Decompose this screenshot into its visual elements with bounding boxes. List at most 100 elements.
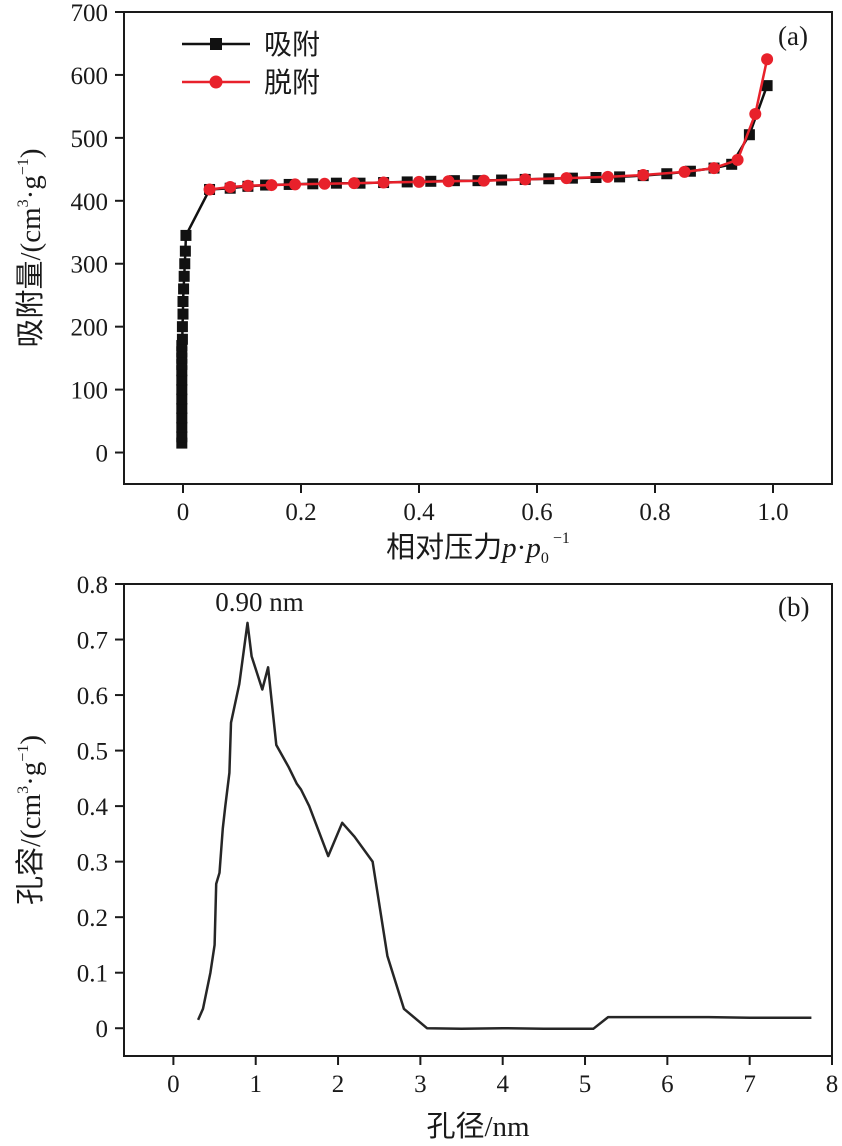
panel-a-x-tick-label: 0.8 xyxy=(639,499,670,526)
panel-a-point-adsorption xyxy=(176,402,188,414)
panel-b-y-axis-title: 孔容/(cm3·g−1) xyxy=(14,735,47,905)
panel-a-point-desorption xyxy=(241,179,254,192)
panel-a-point-adsorption xyxy=(178,283,190,295)
y-title-mid: ·g xyxy=(15,762,47,786)
panel-a-point-desorption xyxy=(413,175,425,188)
panel-a-point-adsorption xyxy=(176,421,188,433)
panel-a-point-adsorption xyxy=(176,346,188,358)
panel-a-point-adsorption xyxy=(726,158,738,170)
panel-a-y-tick-label: 700 xyxy=(71,0,109,27)
panel-a-x-tick-label: 0 xyxy=(177,499,190,526)
panel-a-x-tick-label: 0.2 xyxy=(285,499,316,526)
panel-b-x-tick-label: 2 xyxy=(332,1071,345,1098)
panel-a-x-tick-label: 1.0 xyxy=(757,499,788,526)
panel-b-x-tick-label: 4 xyxy=(496,1071,509,1098)
panel-a-point-desorption xyxy=(519,173,532,186)
panel-a-series-line-0 xyxy=(180,85,769,444)
panel-a-point-adsorption xyxy=(761,80,773,92)
panel-a-point-adsorption xyxy=(176,393,188,405)
pore-size-distribution-panel: 0 1 2 3 4 5 6 7 8 0 0.1 0.2 0.3 0.4 0.5 0.6 0.7 0.8 (b) 0… xyxy=(14,572,838,1143)
panel-a-point-adsorption xyxy=(176,365,188,377)
panel-b-x-tick-label: 8 xyxy=(826,1071,839,1098)
panel-a-point-desorption xyxy=(637,168,650,181)
y-title-end: ) xyxy=(15,148,47,158)
panel-a-point-adsorption xyxy=(176,352,188,364)
panel-a-y-tick-label: 200 xyxy=(71,315,109,342)
panel-b-x-tick-label: 1 xyxy=(249,1071,262,1098)
panel-a-point-desorption xyxy=(678,165,691,178)
panel-a-point-adsorption xyxy=(176,431,188,443)
panel-b-x-tick-label: 3 xyxy=(414,1071,427,1098)
panel-a-point-adsorption xyxy=(176,321,188,333)
y-title-end: ) xyxy=(15,735,47,745)
panel-a-point-desorption xyxy=(601,170,614,183)
panel-b-y-tick-label: 0.1 xyxy=(77,961,108,988)
panel-b-y-tick-label: 0.3 xyxy=(77,850,108,877)
panel-a-point-adsorption xyxy=(176,358,188,370)
panel-b-x-tick-label: 5 xyxy=(579,1071,592,1098)
panel-a-point-desorption xyxy=(477,174,490,187)
panel-a-point-desorption xyxy=(749,107,762,120)
panel-a-point-adsorption xyxy=(178,270,190,282)
y-title-main: 吸附量/(cm xyxy=(14,207,47,348)
panel-a-point-desorption xyxy=(761,53,774,66)
panel-a-y-tick-label: 300 xyxy=(71,252,109,279)
panel-b-y-tick-label: 0 xyxy=(96,1016,109,1043)
panel-b-y-tick-label: 0.6 xyxy=(77,683,108,710)
panel-b-y-tick-label: 0.4 xyxy=(77,794,109,821)
panel-a-point-desorption xyxy=(348,177,361,190)
adsorption-isotherm-panel: 0 0.2 0.4 0.6 0.8 1.0 0 100 200 300 400 500 600 700 (… xyxy=(14,0,833,567)
y-title-sup-minus1: −1 xyxy=(15,745,32,762)
panel-b-label: (b) xyxy=(778,592,809,622)
panel-b-series xyxy=(196,621,812,1031)
panel-b-y-tick-label: 0.5 xyxy=(77,739,108,766)
panel-a-point-desorption xyxy=(203,183,216,196)
x-title-subscript: 0 xyxy=(541,550,549,567)
panel-a-point-adsorption xyxy=(176,340,188,352)
panel-b-x-tick-label: 6 xyxy=(661,1071,674,1098)
panel-a-point-desorption xyxy=(442,175,455,188)
x-title-superscript: −1 xyxy=(553,530,570,547)
panel-a-point-adsorption xyxy=(179,258,191,270)
panel-a-point-adsorption xyxy=(176,333,188,345)
panel-a-y-tick-label: 500 xyxy=(71,126,109,153)
x-title-dot: · xyxy=(517,532,527,564)
x-title-symbol-p: p xyxy=(500,532,517,564)
panel-a-point-adsorption xyxy=(177,295,189,307)
legend-marker-desorption xyxy=(209,75,223,89)
panel-a-legend: 吸附 脱附 xyxy=(182,29,320,99)
panel-a-point-adsorption xyxy=(179,245,191,257)
x-title-symbol-p0: p xyxy=(524,532,541,564)
panel-a-series xyxy=(176,53,774,449)
panel-a-point-adsorption xyxy=(177,308,189,320)
panel-b-series-line-0 xyxy=(196,621,812,1031)
panel-a-axes: 0 0.2 0.4 0.6 0.8 1.0 0 100 200 300 400 500 600 700 xyxy=(71,0,789,526)
panel-a-frame xyxy=(123,11,833,485)
panel-b-x-tick-label: 0 xyxy=(167,1071,180,1098)
panel-b-y-tick-label: 0.2 xyxy=(77,905,108,932)
panel-b-x-axis-title: 孔径/nm xyxy=(426,1110,530,1143)
panel-a-point-adsorption xyxy=(180,229,192,241)
panel-a-y-tick-label: 600 xyxy=(71,63,109,90)
panel-a-point-adsorption xyxy=(176,437,188,449)
panel-a-x-tick-label: 0.6 xyxy=(521,499,552,526)
legend-marker-adsorption xyxy=(210,38,222,50)
panel-a-point-desorption xyxy=(318,177,331,190)
panel-a-point-adsorption xyxy=(176,374,188,386)
legend-label-adsorption: 吸附 xyxy=(264,29,320,61)
panel-a-point-adsorption xyxy=(176,412,188,424)
panel-a-point-adsorption xyxy=(743,129,755,141)
panel-a-x-axis-title: 相对压力p·p0−1 xyxy=(386,530,570,567)
panel-a-point-desorption xyxy=(731,153,744,166)
y-title-mid: ·g xyxy=(15,175,47,199)
panel-b-y-tick-label: 0.7 xyxy=(77,628,108,655)
panel-b-x-tick-label: 7 xyxy=(743,1071,756,1098)
y-title-sup-3: 3 xyxy=(15,199,32,207)
panel-a-y-tick-label: 0 xyxy=(96,441,109,468)
panel-b-axes: 0 1 2 3 4 5 6 7 8 0 0.1 0.2 0.3 0.4 0.5 0.6 0.7 0.8 xyxy=(77,572,839,1098)
panel-b-y-tick-label: 0.8 xyxy=(77,572,108,599)
legend-label-desorption: 脱附 xyxy=(264,67,320,99)
y-title-sup-3: 3 xyxy=(15,786,32,794)
panel-a-point-desorption xyxy=(265,179,278,192)
